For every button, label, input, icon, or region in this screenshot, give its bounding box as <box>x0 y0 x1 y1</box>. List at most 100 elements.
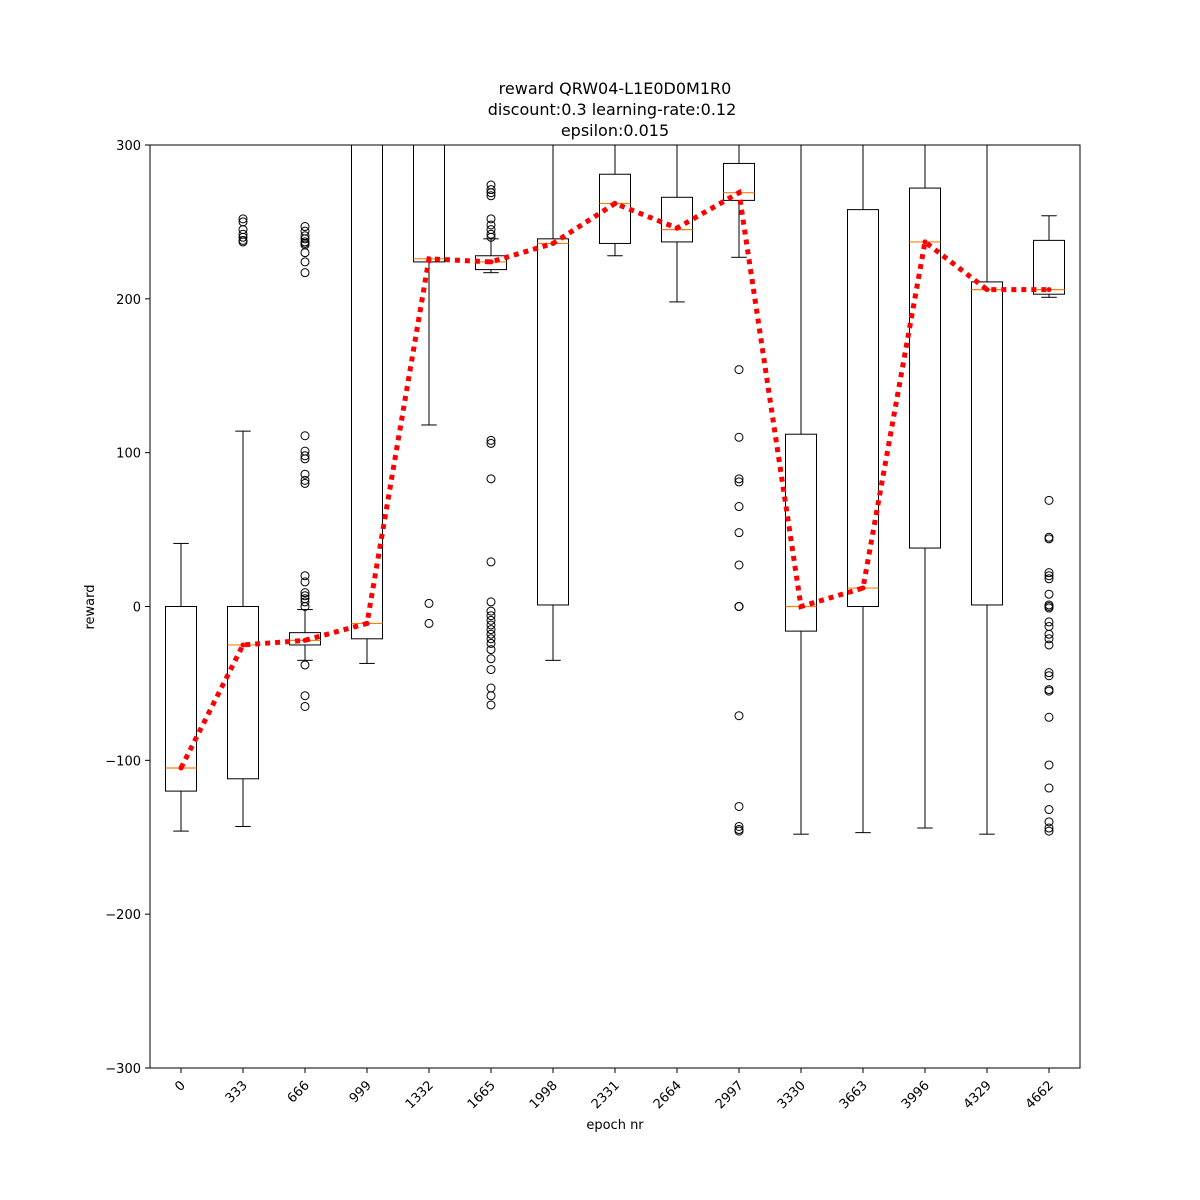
outlier-point <box>486 700 496 710</box>
outlier-point <box>1044 712 1054 722</box>
outlier-point <box>300 577 310 587</box>
outlier-point <box>1044 640 1054 650</box>
outlier-point <box>1044 495 1054 505</box>
outlier-point <box>1044 574 1054 584</box>
outlier-point <box>300 268 310 278</box>
outlier-point <box>734 365 744 375</box>
chart-title-line-1: reward QRW04-L1E0D0M1R0 <box>499 79 732 98</box>
outlier-point <box>300 588 310 598</box>
outlier-point <box>1044 783 1054 793</box>
outlier-point <box>300 602 310 611</box>
mean-marker <box>488 259 494 265</box>
box-iqr <box>1033 239 1065 295</box>
chart-title-line-2: discount:0.3 learning-rate:0.12 <box>488 100 737 119</box>
outlier-point <box>734 432 744 442</box>
y-tick-label: 100 <box>116 447 141 462</box>
outlier-point <box>734 560 744 570</box>
outlier-point <box>424 598 434 608</box>
outlier-point <box>486 557 496 567</box>
y-tick-label: 300 <box>116 139 141 154</box>
box-iqr <box>785 433 817 632</box>
box-iqr <box>909 187 941 549</box>
mean-marker <box>736 190 742 196</box>
outlier-point <box>300 571 310 581</box>
outlier-point <box>1044 817 1054 827</box>
mean-marker <box>364 620 370 626</box>
y-tick-label: −200 <box>105 908 141 923</box>
outlier-point <box>486 229 496 239</box>
outlier-point <box>300 248 310 258</box>
mean-marker <box>860 585 866 591</box>
outlier-point <box>734 502 744 512</box>
outlier-point <box>300 591 310 601</box>
box-group-666 <box>289 222 321 711</box>
outlier-point <box>1044 534 1054 544</box>
y-tick-label: 200 <box>116 293 141 308</box>
mean-marker <box>798 604 804 609</box>
outlier-point <box>300 660 310 670</box>
outlier-point <box>300 701 310 711</box>
outlier-point <box>300 475 310 485</box>
outlier-point <box>1044 686 1054 696</box>
outlier-point <box>486 625 496 635</box>
outlier-point <box>1044 671 1054 681</box>
mean-marker <box>550 240 556 246</box>
outlier-point <box>300 234 310 244</box>
outlier-point <box>1044 668 1054 678</box>
outlier-point <box>1044 603 1054 613</box>
outlier-point <box>486 634 496 644</box>
outlier-point <box>486 435 496 445</box>
outlier-point <box>486 629 496 639</box>
plot-area <box>165 145 1065 836</box>
outlier-point <box>486 438 496 448</box>
chart-title-line-3: epsilon:0.015 <box>561 121 669 140</box>
box-iqr <box>537 238 569 606</box>
y-axis: −300 −200 −100 0 100 200 300 <box>105 139 150 1077</box>
outlier-point <box>486 654 496 664</box>
mean-marker <box>922 239 928 245</box>
outlier-point <box>486 191 496 201</box>
box-iqr <box>289 632 321 646</box>
outlier-point <box>1044 805 1054 815</box>
box-iqr <box>847 209 879 608</box>
box-group-0 <box>165 542 197 832</box>
outlier-point <box>1044 629 1054 639</box>
outlier-point <box>1044 826 1054 836</box>
outlier-point <box>300 469 310 479</box>
outlier-point <box>1044 571 1054 581</box>
outlier-point <box>1044 589 1054 599</box>
outlier-point <box>486 620 496 630</box>
outlier-point <box>300 597 310 607</box>
outlier-point <box>238 232 248 242</box>
outlier-point <box>300 431 310 441</box>
outlier-point <box>486 691 496 701</box>
outlier-point <box>734 711 744 721</box>
outlier-point <box>734 477 744 487</box>
outlier-point <box>300 257 310 267</box>
outlier-point <box>486 188 496 198</box>
outlier-point <box>238 237 248 247</box>
outlier-point <box>300 222 310 232</box>
outlier-point <box>1044 568 1054 578</box>
outlier-point <box>486 214 496 224</box>
box-group-3996 <box>909 145 941 829</box>
outlier-point <box>238 214 248 224</box>
outlier-point <box>734 801 744 811</box>
mean-marker <box>240 642 246 648</box>
box-group-4662 <box>1033 215 1065 836</box>
outlier-point <box>300 451 310 461</box>
y-axis-label: reward <box>83 584 98 629</box>
mean-marker <box>984 287 990 293</box>
outlier-point <box>734 821 744 831</box>
box-iqr <box>971 281 1003 606</box>
mean-marker <box>1046 287 1052 293</box>
outlier-point <box>486 232 496 242</box>
outlier-point <box>300 691 310 701</box>
y-tick-label: 0 <box>133 601 141 616</box>
outlier-point <box>486 474 496 484</box>
outlier-point <box>486 615 496 625</box>
box-group-4329 <box>971 145 1003 835</box>
outlier-point <box>486 597 496 607</box>
outlier-point <box>734 474 744 484</box>
